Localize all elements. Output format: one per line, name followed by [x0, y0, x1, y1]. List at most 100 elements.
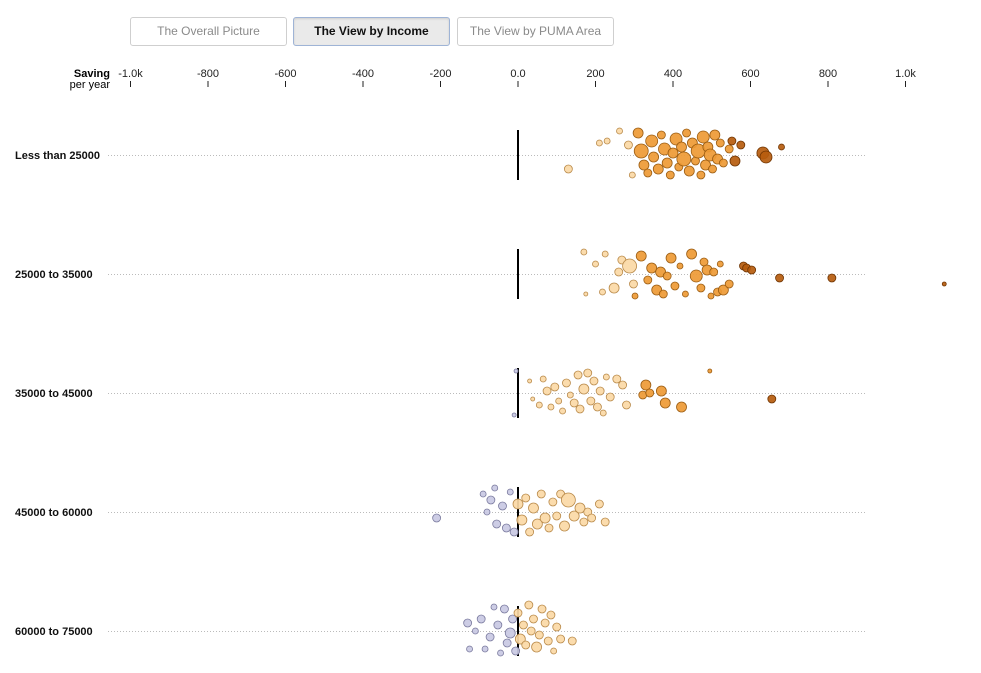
data-point[interactable] [709, 129, 721, 141]
data-point[interactable] [676, 401, 687, 413]
data-point[interactable] [526, 626, 536, 636]
data-point[interactable] [659, 397, 671, 409]
data-point[interactable] [550, 647, 558, 655]
data-point[interactable] [665, 170, 675, 180]
data-point[interactable] [492, 519, 502, 529]
data-point[interactable] [524, 600, 534, 610]
data-point[interactable] [501, 523, 511, 533]
data-point[interactable] [624, 140, 633, 150]
data-point[interactable] [516, 514, 528, 526]
data-point[interactable] [643, 275, 653, 285]
data-point[interactable] [432, 513, 442, 523]
data-point[interactable] [583, 368, 593, 378]
tab-view-by-puma-area[interactable]: The View by PUMA Area [457, 17, 614, 46]
data-point[interactable] [575, 404, 585, 414]
data-point[interactable] [716, 260, 724, 268]
data-point[interactable] [618, 380, 628, 390]
data-point[interactable] [696, 170, 706, 180]
data-point[interactable] [633, 143, 649, 159]
data-point[interactable] [682, 290, 689, 298]
data-point[interactable] [502, 638, 512, 648]
data-point[interactable] [616, 127, 623, 135]
data-point[interactable] [629, 279, 638, 289]
data-point[interactable] [640, 379, 652, 391]
data-point[interactable] [583, 291, 589, 297]
data-point[interactable] [497, 649, 504, 657]
data-point[interactable] [643, 168, 653, 178]
data-point[interactable] [504, 627, 516, 639]
data-point[interactable] [542, 386, 552, 396]
data-point[interactable] [600, 517, 610, 527]
data-point[interactable] [662, 271, 672, 281]
data-point[interactable] [729, 155, 741, 167]
data-point[interactable] [486, 495, 496, 505]
data-point[interactable] [550, 382, 560, 392]
data-point[interactable] [707, 292, 715, 300]
data-point[interactable] [628, 171, 636, 179]
data-point[interactable] [519, 620, 528, 630]
data-point[interactable] [546, 610, 556, 620]
data-point[interactable] [569, 398, 579, 408]
data-point[interactable] [525, 527, 535, 537]
data-point[interactable] [552, 622, 562, 632]
data-point[interactable] [638, 159, 650, 171]
data-point[interactable] [612, 374, 622, 384]
data-point[interactable] [536, 489, 546, 499]
data-point[interactable] [599, 409, 607, 417]
data-point[interactable] [592, 260, 599, 268]
data-point[interactable] [707, 368, 713, 374]
data-point[interactable] [511, 646, 521, 656]
data-point[interactable] [665, 252, 677, 264]
data-point[interactable] [775, 273, 784, 283]
data-point[interactable] [599, 288, 606, 296]
data-point[interactable] [471, 627, 479, 635]
data-point[interactable] [676, 262, 684, 270]
data-point[interactable] [573, 370, 583, 380]
data-point[interactable] [539, 512, 551, 524]
data-point[interactable] [601, 250, 609, 258]
data-point[interactable] [568, 510, 580, 522]
data-point[interactable] [560, 492, 576, 508]
data-point[interactable] [652, 163, 664, 175]
data-point[interactable] [481, 645, 489, 653]
data-point[interactable] [594, 499, 604, 509]
data-point[interactable] [513, 368, 519, 374]
data-point[interactable] [689, 269, 703, 283]
data-point[interactable] [595, 139, 603, 147]
data-point[interactable] [537, 604, 547, 614]
data-point[interactable] [608, 282, 620, 294]
data-point[interactable] [534, 630, 544, 640]
data-point[interactable] [778, 143, 785, 151]
data-point[interactable] [559, 407, 566, 415]
data-point[interactable] [708, 164, 717, 174]
data-point[interactable] [614, 267, 624, 277]
data-point[interactable] [466, 645, 473, 653]
data-point[interactable] [552, 511, 562, 521]
data-point[interactable] [727, 136, 737, 146]
data-point[interactable] [658, 289, 668, 299]
data-point[interactable] [556, 634, 566, 644]
data-point[interactable] [655, 385, 667, 397]
data-point[interactable] [645, 388, 655, 398]
data-point[interactable] [490, 603, 498, 611]
data-point[interactable] [491, 484, 499, 492]
data-point[interactable] [656, 130, 666, 140]
data-point[interactable] [709, 267, 719, 277]
data-point[interactable] [530, 396, 536, 402]
data-point[interactable] [587, 513, 597, 523]
data-point[interactable] [543, 636, 553, 646]
data-point[interactable] [595, 386, 605, 396]
tab-overall-picture[interactable]: The Overall Picture [130, 17, 287, 46]
data-point[interactable] [548, 497, 558, 507]
data-point[interactable] [513, 608, 523, 618]
data-point[interactable] [622, 258, 637, 274]
data-point[interactable] [555, 397, 563, 405]
data-point[interactable] [593, 402, 602, 412]
data-point[interactable] [567, 636, 577, 646]
data-point[interactable] [717, 284, 729, 296]
data-point[interactable] [646, 262, 658, 274]
data-point[interactable] [589, 376, 599, 386]
data-point[interactable] [479, 490, 487, 498]
data-point[interactable] [827, 273, 837, 283]
data-point[interactable] [547, 403, 555, 411]
